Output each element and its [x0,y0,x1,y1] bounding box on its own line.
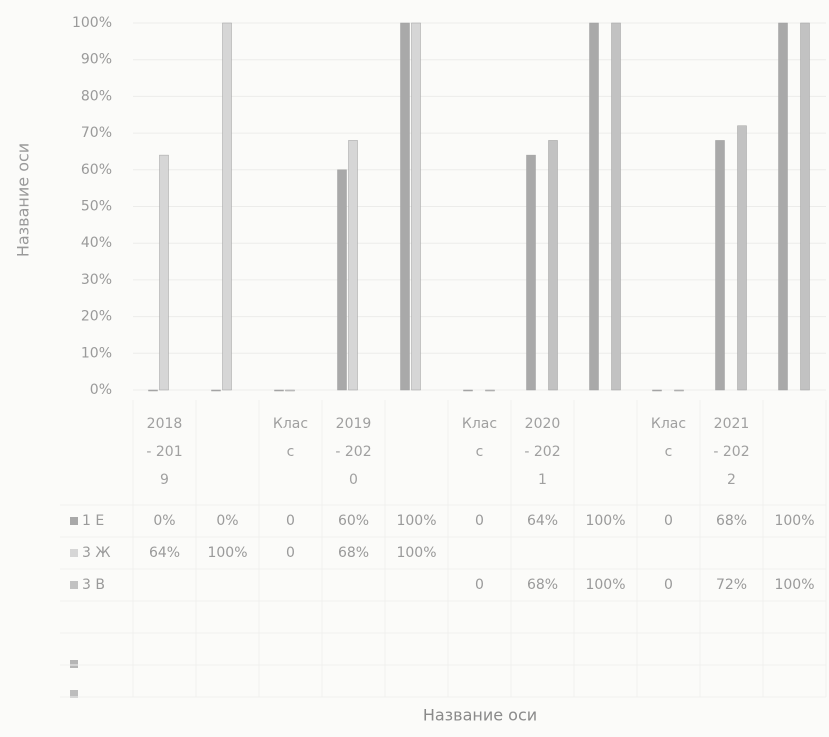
bar [411,22,421,391]
y-axis-title: Название оси [14,143,33,257]
legend-swatch-empty [70,690,78,698]
bar [211,389,221,392]
bar [485,389,495,392]
y-tick-label: 80% [81,88,112,104]
bar [737,125,747,391]
bar [222,22,232,391]
bar [159,154,169,391]
table-value: 100% [207,545,247,561]
x-tick-label: Класс [461,416,498,460]
table-value: 0% [216,513,238,529]
bar [800,22,810,391]
table-value: 100% [396,545,436,561]
bar [463,389,473,392]
bar [148,389,158,392]
legend-swatch [70,549,78,557]
bar [337,169,347,391]
legend-label: 3 В [82,577,105,593]
table-value: 100% [774,513,814,529]
y-tick-label: 40% [81,235,112,251]
y-tick-label: 10% [81,345,112,361]
table-value: 0 [286,545,295,561]
table-value: 0 [664,577,673,593]
bar [285,389,295,392]
table-value: 0 [286,513,295,529]
table-value: 72% [716,577,747,593]
x-axis-title: Название оси [423,706,537,725]
table-value: 64% [527,513,558,529]
x-tick-label: 2019 - 2020 [335,416,372,488]
table-value: 100% [585,513,625,529]
y-tick-label: 20% [81,309,112,325]
table-value: 100% [585,577,625,593]
y-tick-label: 30% [81,272,112,288]
table-value: 0 [664,513,673,529]
bar [589,22,599,391]
y-tick-label: 90% [81,52,112,68]
table-value: 0 [475,513,484,529]
table-value: 68% [338,545,369,561]
y-tick-label: 0% [90,382,112,398]
bar [274,389,284,392]
bar [400,22,410,391]
table-value: 100% [774,577,814,593]
legend-swatch-empty [70,660,78,668]
legend-swatch [70,581,78,589]
y-tick-label: 100% [72,15,112,31]
x-tick-label: 2021 - 2022 [713,416,750,488]
legend-label: 3 Ж [82,545,110,561]
legend-label: 1 Е [82,513,104,529]
bar [674,389,684,392]
table-value: 60% [338,513,369,529]
bar [715,140,725,391]
bar [778,22,788,391]
bar [652,389,662,392]
bar [611,22,621,391]
x-tick-label: Класс [272,416,309,460]
bar [348,140,358,391]
y-tick-label: 70% [81,125,112,141]
x-tick-label: 2020 - 2021 [524,416,561,488]
table-value: 0 [475,577,484,593]
table-value: 100% [396,513,436,529]
y-tick-label: 50% [81,199,112,215]
x-tick-label: Класс [650,416,687,460]
x-tick-label: 2018 - 2019 [146,416,183,488]
table-value: 0% [153,513,175,529]
table-value: 68% [527,577,558,593]
legend-swatch [70,517,78,525]
table-value: 68% [716,513,747,529]
bar [548,140,558,391]
bar [526,154,536,391]
table-value: 64% [149,545,180,561]
y-tick-label: 60% [81,162,112,178]
